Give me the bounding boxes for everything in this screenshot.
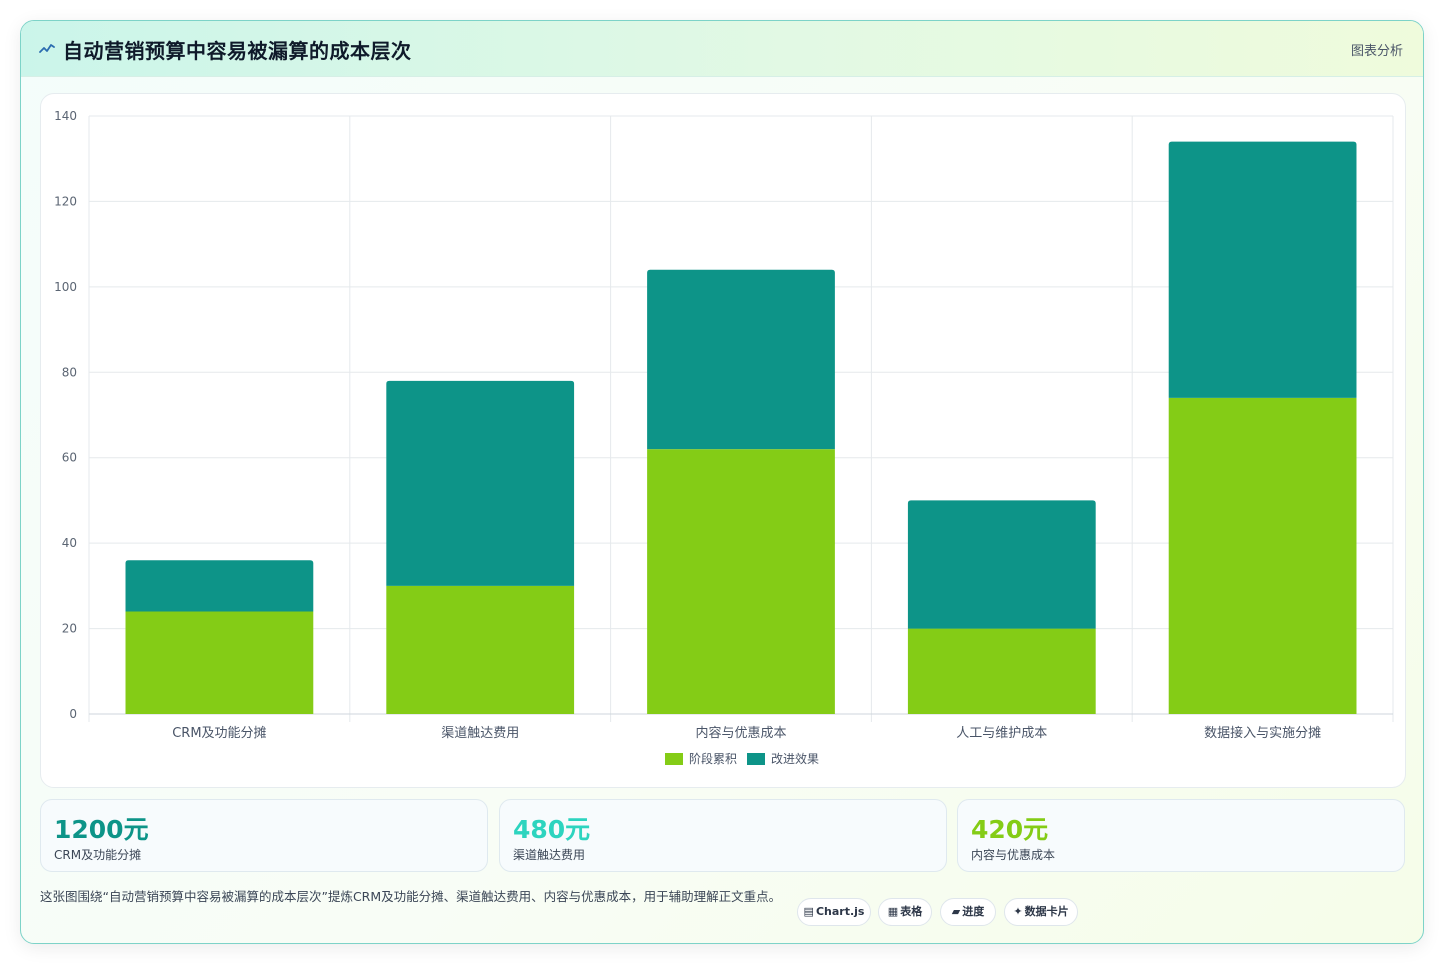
stat-card-2: 480元 渠道触达费用 [499,799,947,872]
chart-analysis-tag: 图表分析 [1350,44,1403,59]
card-header: 自动营销预算中容易被漏算的成本层次 图表分析 [21,21,1423,77]
stat-card-3: 420元 内容与优惠成本 [957,799,1405,872]
table-icon: ▦ [887,905,899,918]
bar-segment-1 [647,449,835,714]
x-tick-label: 内容与优惠成本 [695,725,786,741]
bar-segment-1 [907,628,1096,714]
stat-card-1: 1200元 CRM及功能分摊 [40,799,488,872]
pill-progress[interactable]: ▰ 进度 [940,898,996,926]
legend-swatch [665,753,683,765]
page-title: 自动营销预算中容易被漏算的成本层次 [63,39,412,63]
pill-data-cards[interactable]: ✦ 数据卡片 [1004,898,1078,926]
stat-value: 420元 [971,815,1049,844]
stat-value: 480元 [513,815,591,844]
legend-label: 改进效果 [771,751,819,766]
bar-segment-1 [386,585,575,714]
x-tick-label: 人工与维护成本 [956,726,1047,741]
chart-panel: 0 20 40 60 80 100 120 140 CRM及功能分摊 渠道触达费用 内容与优惠成本 人… [40,93,1406,788]
chart-icon: ▤ [803,905,814,918]
x-tick-label: 渠道触达费用 [441,726,519,741]
y-tick-label: 20 [62,622,77,636]
y-tick-label: 100 [54,280,77,294]
bar-segment-1 [125,611,314,714]
sparkle-icon: ✦ [1013,905,1023,918]
bar-segment-2 [386,380,575,586]
chart-description: 这张图围绕“自动营销预算中容易被漏算的成本层次”提炼CRM及功能分摊、渠道触达费… [40,889,782,904]
pill-label: 数据卡片 [1024,905,1069,918]
bar-chart: 0 20 40 60 80 100 120 140 CRM及功能分摊 渠道触达费用 内容与优惠成本 人… [54,109,1394,766]
legend-swatch [747,753,765,765]
y-tick-label: 80 [62,365,77,379]
y-tick-label: 140 [54,109,77,123]
stat-value: 1200元 [54,815,149,844]
chart-card: 自动营销预算中容易被漏算的成本层次 图表分析 0 20 40 60 80 100 120 14… [20,20,1424,944]
bar-segment-2 [647,269,835,450]
x-tick-label: CRM及功能分摊 [172,726,266,741]
pill-label: 进度 [962,905,985,918]
pill-label: 表格 [900,905,923,918]
y-tick-label: 40 [62,536,77,550]
bar-segment-1 [1168,397,1357,714]
x-tick-label: 数据接入与实施分摊 [1204,725,1321,741]
stat-label: 内容与优惠成本 [971,848,1056,862]
stat-label: CRM及功能分摊 [54,848,142,862]
bar-segment-2 [907,500,1096,629]
bar-segment-2 [1168,141,1357,398]
pill-table[interactable]: ▦ 表格 [878,898,932,926]
pill-chartjs[interactable]: ▤ Chart.js [797,898,871,926]
progress-icon: ▰ [951,905,961,918]
y-tick-label: 120 [54,194,77,208]
y-tick-label: 0 [69,707,77,721]
y-tick-label: 60 [62,451,77,465]
bar-segment-2 [125,560,314,612]
pill-label: Chart.js [815,905,865,918]
legend-label: 阶段累积 [689,751,737,766]
stat-label: 渠道触达费用 [513,848,586,862]
chart-line-icon [39,44,55,53]
